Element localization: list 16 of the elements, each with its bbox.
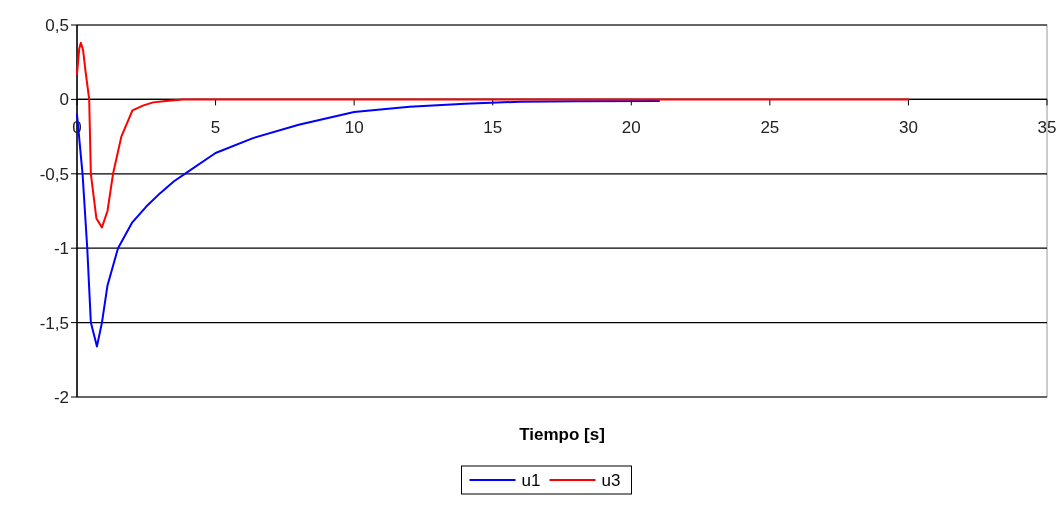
x-tick-label: 10 <box>344 118 364 138</box>
x-axis-title: Tiempo [s] <box>519 425 605 444</box>
y-tick-label: 0 <box>59 90 69 110</box>
x-tick-label: 5 <box>210 118 221 138</box>
legend-label: u3 <box>601 471 621 490</box>
y-tick-label: -2 <box>53 388 69 407</box>
y-tick-label: 0,5 <box>45 16 69 35</box>
y-tick-label: -1,5 <box>39 313 69 333</box>
x-tick-label: 35 <box>1037 118 1057 138</box>
legend-label: u1 <box>521 471 541 490</box>
x-tick-label: 20 <box>621 118 641 138</box>
x-tick-label: 15 <box>483 118 503 138</box>
y-tick-label: -0,5 <box>39 164 69 184</box>
x-tick-label: 30 <box>898 118 918 138</box>
x-tick-label: 25 <box>760 118 780 138</box>
y-tick-label: -1 <box>53 239 69 259</box>
